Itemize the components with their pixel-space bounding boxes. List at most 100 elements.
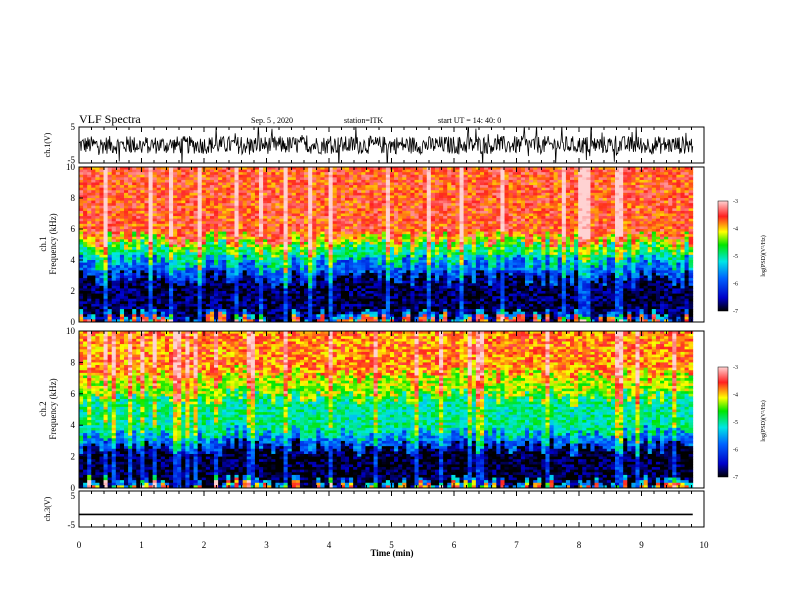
- ch1-spectrogram-cell: [242, 303, 248, 307]
- ch1-spectrogram-cell: [410, 174, 415, 178]
- ch1-spectrogram-cell: [406, 195, 411, 199]
- ch1-spectrogram-cell: [353, 234, 358, 238]
- ch1-spectrogram-cell: [246, 216, 252, 220]
- ch1-spectrogram-cell: [140, 314, 145, 318]
- ch1-spectrogram-cell: [308, 244, 313, 248]
- ch1-spectrogram-cell: [328, 272, 334, 276]
- ch1-spectrogram-cell: [254, 254, 260, 258]
- ch1-spectrogram-cell: [95, 319, 100, 322]
- ch1-spectrogram-cell: [242, 311, 248, 315]
- ch1-spectrogram-cell: [205, 223, 211, 227]
- ch1-spectrogram-cell: [332, 272, 338, 276]
- ch1-spectrogram-cell: [402, 174, 407, 178]
- ch1-spectrogram-cell: [316, 278, 321, 282]
- ch1-spectrogram-cell: [189, 257, 194, 261]
- ch1-spectrogram-cell: [344, 265, 350, 269]
- ch1-spectrogram-cell: [234, 208, 239, 212]
- ch1-spectrogram-cell: [275, 265, 280, 269]
- ch1-spectrogram-cell: [312, 200, 317, 204]
- ch1-spectrogram-cell: [316, 226, 321, 230]
- ch1-spectrogram-cell: [275, 316, 280, 320]
- ch1-spectrogram-cell: [263, 283, 268, 287]
- ch1-spectrogram-cell: [336, 285, 342, 289]
- ch1-spectrogram-cell: [389, 267, 395, 271]
- ch1-spectrogram-cell: [287, 203, 293, 207]
- ch1-spectrogram-cell: [173, 200, 178, 204]
- ch1-spectrogram-cell: [287, 167, 293, 170]
- ch1-spectrogram-cell: [283, 265, 289, 269]
- ch1-spectrogram-cell: [369, 223, 374, 227]
- ch1-spectrogram-cell: [299, 200, 305, 204]
- ch1-spectrogram-cell: [169, 247, 174, 251]
- ch1-spectrogram-cell: [177, 311, 182, 315]
- ch1-spectrogram-cell: [115, 283, 121, 287]
- ch1-spectrogram-cell: [402, 254, 407, 258]
- ch1-spectrogram-cell: [406, 291, 411, 294]
- ch1-spectrogram-cell: [164, 216, 170, 220]
- ch1-spectrogram-cell: [357, 167, 362, 170]
- ch1-spectrogram-cell: [263, 316, 268, 320]
- ch1-spectrogram-cell: [361, 303, 366, 307]
- ch1-spectrogram-cell: [287, 303, 293, 307]
- ch1-spectrogram-cell: [312, 190, 317, 194]
- ch1-spectrogram-cell: [185, 267, 190, 271]
- ch1-spectrogram-cell: [201, 314, 207, 318]
- ch1-spectrogram-cell: [87, 229, 92, 232]
- ch1-spectrogram-cell: [332, 234, 338, 238]
- ch1-spectrogram-cell: [250, 203, 256, 207]
- ch1-spectrogram-cell: [353, 205, 358, 209]
- ch1-spectrogram-cell: [181, 218, 186, 222]
- ch1-spectrogram-cell: [144, 226, 149, 230]
- ch1-spectrogram-cell: [279, 198, 284, 201]
- ch1-spectrogram-cell: [107, 272, 113, 276]
- ch1-spectrogram-cell: [103, 306, 109, 310]
- ch1-spectrogram-cell: [365, 200, 370, 204]
- ch1-spectrogram-cell: [373, 267, 379, 271]
- ch1-spectrogram-cell: [107, 234, 113, 238]
- ch1-spectrogram-cell: [201, 272, 207, 276]
- ch1-spectrogram-cell: [201, 270, 207, 274]
- ch1-spectrogram-cell: [295, 241, 301, 245]
- ch1-spectrogram-cell: [308, 291, 313, 294]
- ch1-spectrogram-cell: [152, 316, 158, 320]
- ch1-spectrogram-cell: [344, 244, 350, 248]
- ch1-spectrogram-cell: [209, 283, 215, 287]
- ch1-spectrogram-cell: [115, 231, 121, 235]
- ch1-spectrogram-cell: [79, 195, 84, 199]
- ch1-spectrogram-cell: [365, 182, 370, 186]
- ch1-spectrogram-cell: [328, 200, 334, 204]
- ch1-spectrogram-cell: [259, 298, 264, 302]
- ch1-spectrogram-cell: [259, 198, 264, 201]
- ch1-spectrogram-cell: [385, 249, 391, 253]
- ch1-spectrogram-cell: [107, 296, 113, 300]
- ch1-spectrogram-cell: [144, 272, 149, 276]
- ch1-spectrogram-cell: [344, 195, 350, 199]
- ch1-spectrogram-cell: [148, 249, 154, 253]
- ch1-spectrogram-cell: [99, 309, 104, 313]
- ch1-spectrogram-cell: [222, 179, 227, 183]
- ch1-spectrogram-cell: [295, 272, 301, 276]
- ch1-spectrogram-cell: [99, 254, 104, 258]
- ch1-spectrogram-cell: [259, 265, 264, 269]
- ch1-spectrogram-cell: [79, 210, 84, 214]
- ch1-spectrogram-cell: [287, 177, 293, 181]
- ch1-spectrogram-cell: [267, 205, 272, 209]
- ch1-spectrogram-cell: [291, 293, 297, 297]
- ch1-spectrogram-cell: [283, 288, 289, 292]
- ch1-spectrogram-cell: [226, 280, 231, 284]
- ch1-spectrogram-cell: [189, 262, 194, 266]
- ch1-spectrogram-cell: [344, 174, 350, 178]
- ch1-spectrogram-cell: [140, 190, 145, 194]
- ch1-spectrogram-cell: [332, 267, 338, 271]
- ch1-spectrogram-cell: [197, 198, 203, 201]
- ch1-spectrogram-cell: [406, 208, 411, 212]
- ch1-spectrogram-cell: [222, 249, 227, 253]
- ch1-spectrogram-cell: [246, 239, 252, 243]
- ch1-spectrogram-cell: [246, 301, 252, 305]
- ch1-spectrogram-cell: [328, 283, 334, 287]
- ch1-spectrogram-cell: [246, 174, 252, 178]
- ch1-spectrogram-cell: [349, 218, 354, 222]
- ch1-spectrogram-cell: [357, 203, 362, 207]
- ch1-spectrogram-cell: [328, 205, 334, 209]
- ch1-spectrogram-cell: [115, 265, 121, 269]
